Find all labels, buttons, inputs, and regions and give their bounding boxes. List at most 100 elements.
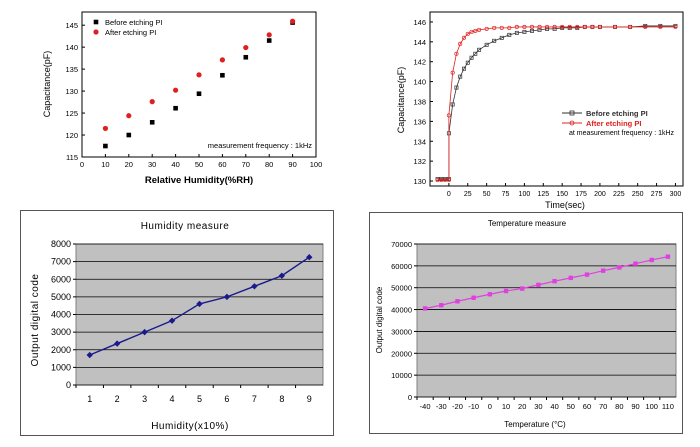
- x-axis-label: Humidity(x10%): [151, 421, 229, 432]
- x-tick-label: 1: [87, 394, 92, 404]
- data-point: [537, 24, 542, 29]
- data-point: [141, 328, 148, 336]
- data-point: [665, 254, 671, 259]
- data-point: [473, 51, 478, 56]
- data-point: [462, 66, 466, 71]
- x-tick-label: 80: [615, 402, 623, 411]
- data-point: [487, 292, 493, 297]
- series-marks: [102, 18, 296, 149]
- x-tick-label: 75: [502, 191, 510, 198]
- x-axis-label: Time(sec): [545, 200, 585, 210]
- data-point: [455, 299, 460, 304]
- x-tick-label: 9: [307, 394, 312, 404]
- temperature-measure-chart: Temperature measure 0 10000 20000 30000 4000…: [369, 212, 683, 434]
- legend-marker: [93, 29, 99, 35]
- x-tick-label: 250: [632, 191, 644, 198]
- data-point: [545, 24, 550, 29]
- y-tick-label: 140: [65, 43, 78, 52]
- y-tick-label: 145: [65, 21, 78, 30]
- y-tick-label: 10000: [391, 371, 412, 380]
- data-point: [514, 30, 519, 35]
- y-tick-label: 0: [408, 393, 412, 402]
- y-axis-label: Capacitance(pF): [396, 67, 406, 134]
- data-point: [484, 42, 489, 47]
- data-point: [673, 24, 678, 29]
- data-point: [465, 60, 470, 65]
- data-point: [552, 24, 557, 29]
- data-point: [560, 24, 565, 29]
- data-point: [306, 254, 313, 261]
- chart-annotation: at measurement frequency : 1kHz: [569, 130, 675, 137]
- x-tick-label: 200: [594, 191, 606, 198]
- y-tick-label: 5000: [51, 292, 71, 302]
- data-point: [584, 272, 590, 277]
- series-line: [424, 256, 669, 310]
- legend-label: After etching PI: [105, 28, 156, 37]
- series-marks: [435, 23, 678, 183]
- x-tick-label: 2: [115, 394, 120, 404]
- x-tick-label: 0: [447, 191, 451, 198]
- legend-marker: [93, 19, 99, 25]
- y-tick-label: 130: [413, 177, 426, 186]
- legend-marker: [569, 110, 575, 116]
- y-tick-label: 7000: [51, 257, 71, 267]
- x-tick-label: 30: [534, 402, 542, 411]
- humidity-capacitance-chart: 0 10 20 30 40 50 60 70 80 90 100 115 120 125 130 135 140…: [42, 11, 323, 186]
- data-point: [484, 26, 489, 31]
- data-point: [649, 257, 654, 263]
- data-point: [612, 24, 618, 29]
- data-point: [86, 351, 93, 359]
- data-point: [465, 31, 470, 36]
- data-point: [567, 24, 572, 29]
- plot-area: [416, 243, 677, 398]
- data-point: [290, 18, 296, 24]
- x-tick-label: 40: [171, 160, 179, 169]
- chart-title: Temperature measure: [488, 219, 567, 228]
- x-tick-label: 100: [310, 160, 323, 169]
- data-point: [469, 29, 474, 34]
- data-point: [113, 340, 121, 347]
- x-tick-label: 5: [197, 394, 202, 404]
- data-point: [499, 25, 504, 30]
- data-point: [499, 35, 504, 40]
- x-tick-label: -10: [468, 402, 479, 411]
- axis-ticks: 010000200003000040000500006000070000-40-…: [391, 240, 677, 411]
- data-point: [461, 35, 467, 40]
- data-point: [471, 295, 476, 300]
- x-tick-label: 8: [279, 394, 284, 404]
- data-point: [473, 28, 478, 33]
- x-tick-label: 6: [224, 394, 229, 404]
- y-axis-label: Capacitance(pF): [42, 51, 52, 118]
- data-point: [492, 25, 497, 30]
- data-point: [243, 44, 249, 51]
- data-point: [617, 265, 622, 270]
- data-point: [514, 24, 519, 29]
- data-point: [600, 268, 606, 273]
- data-point: [530, 28, 534, 33]
- x-tick-label: 0: [80, 160, 84, 169]
- data-point: [582, 24, 587, 29]
- x-tick-label: 10: [101, 160, 109, 169]
- x-tick-label: 175: [575, 191, 587, 198]
- data-point: [219, 57, 225, 63]
- x-axis-label: Temperature (°C): [504, 420, 566, 429]
- data-point: [422, 306, 428, 311]
- data-point: [469, 55, 474, 60]
- data-point: [243, 54, 249, 60]
- data-point: [503, 288, 509, 294]
- axis-ticks: 0 1000 2000 3000 4000 5000 6000 7000 8000 1 2 3 4 5 6 7…: [51, 239, 324, 404]
- data-point: [196, 91, 202, 97]
- y-tick-label: 40000: [391, 306, 412, 315]
- x-tick-label: -20: [452, 402, 463, 411]
- data-point: [454, 51, 459, 56]
- data-point: [552, 278, 557, 284]
- data-point: [450, 102, 455, 107]
- x-tick-label: 60: [218, 160, 226, 169]
- x-tick-label: 50: [195, 160, 203, 169]
- data-point: [597, 24, 602, 29]
- data-point: [439, 177, 444, 183]
- data-point: [278, 272, 286, 279]
- data-point: [507, 32, 512, 37]
- y-tick-label: 135: [65, 65, 78, 74]
- data-point: [643, 24, 648, 29]
